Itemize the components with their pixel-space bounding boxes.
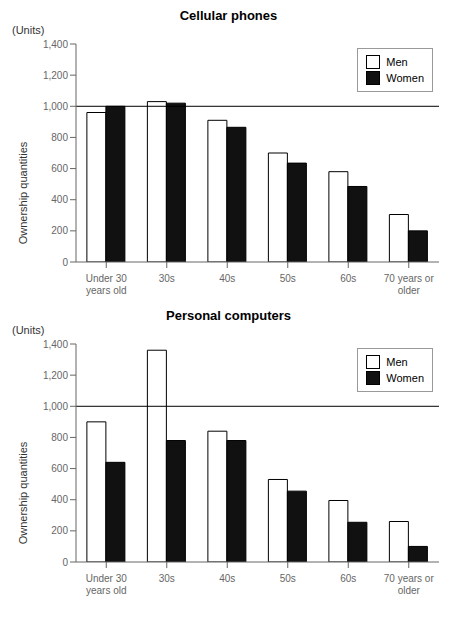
svg-text:0: 0 [62,557,68,568]
svg-text:60s: 60s [340,573,356,584]
html-text:(Units): (Units) [12,324,45,336]
svg-text:30s: 30s [159,573,175,584]
svg-text:40s: 40s [219,573,235,584]
html-text:Men: Men [386,56,408,68]
svg-text:60s: 60s [340,273,356,284]
svg-text:30s: 30s [159,273,175,284]
svg-text:1,200: 1,200 [43,370,68,381]
svg-text:Under 30years old: Under 30years old [86,273,128,296]
svg-text:600: 600 [51,163,68,174]
svg-text:70 years orolder: 70 years orolder [384,273,435,296]
svg-text:1,000: 1,000 [43,101,68,112]
svg-text:Ownership quantities: Ownership quantities [17,441,29,544]
html-text:Cellular phones: Cellular phones [179,8,278,23]
html-text:Women: Women [386,372,424,384]
svg-text:1,400: 1,400 [43,339,68,350]
svg-text:200: 200 [51,525,68,536]
html-text:Men: Men [386,356,408,368]
svg-text:Ownership quantities: Ownership quantities [17,141,29,244]
svg-text:200: 200 [51,225,68,236]
svg-text:0: 0 [62,257,68,268]
html-text:Women: Women [386,72,424,84]
svg-text:40s: 40s [219,273,235,284]
svg-text:400: 400 [51,194,68,205]
html-text:(Units): (Units) [12,24,45,36]
svg-text:1,000: 1,000 [43,401,68,412]
svg-text:70 years orolder: 70 years orolder [384,573,435,596]
svg-text:800: 800 [51,132,68,143]
svg-text:1,400: 1,400 [43,39,68,50]
svg-text:Under 30years old: Under 30years old [86,573,128,596]
svg-text:50s: 50s [280,573,296,584]
svg-text:800: 800 [51,432,68,443]
svg-text:50s: 50s [280,273,296,284]
svg-text:400: 400 [51,494,68,505]
svg-text:600: 600 [51,463,68,474]
html-text:Personal computers: Personal computers [166,308,291,323]
svg-text:1,200: 1,200 [43,70,68,81]
